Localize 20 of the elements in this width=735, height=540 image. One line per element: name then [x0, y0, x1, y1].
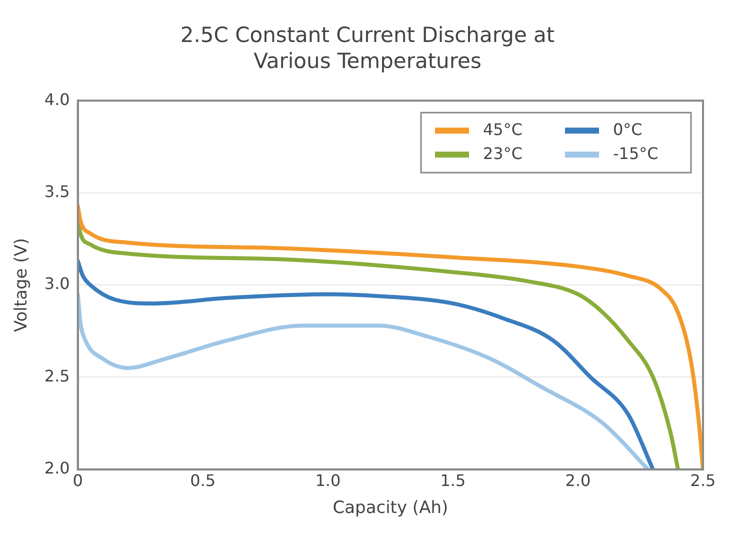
- y-tick-label: 2.0: [44, 458, 70, 478]
- x-tick-label: 1.0: [315, 470, 341, 490]
- x-axis-title: Capacity (Ah): [332, 498, 448, 518]
- x-tick-label: 2.0: [565, 470, 591, 490]
- y-tick-label: 2.5: [44, 366, 70, 385]
- legend-label: -15°C: [613, 143, 658, 162]
- y-axis-title: Voltage (V): [12, 237, 32, 332]
- legend-label: 45°C: [483, 119, 523, 138]
- x-tick-label: 2.5: [690, 470, 716, 490]
- y-tick-label: 4.0: [44, 89, 70, 108]
- x-tick-label: 1.5: [440, 470, 466, 490]
- legend-label: 0°C: [613, 119, 642, 138]
- line-series: [78, 258, 655, 469]
- chart-title: 2.5C Constant Current Discharge at Various Temperatures: [179, 22, 556, 74]
- legend-label: 23°C: [483, 143, 523, 162]
- x-tick-label: 0: [72, 470, 83, 490]
- line-series: [78, 292, 650, 469]
- y-tick-label: 3.5: [44, 181, 70, 200]
- y-tick-label: 3.0: [44, 274, 70, 293]
- x-tick-label: 0.5: [190, 470, 216, 490]
